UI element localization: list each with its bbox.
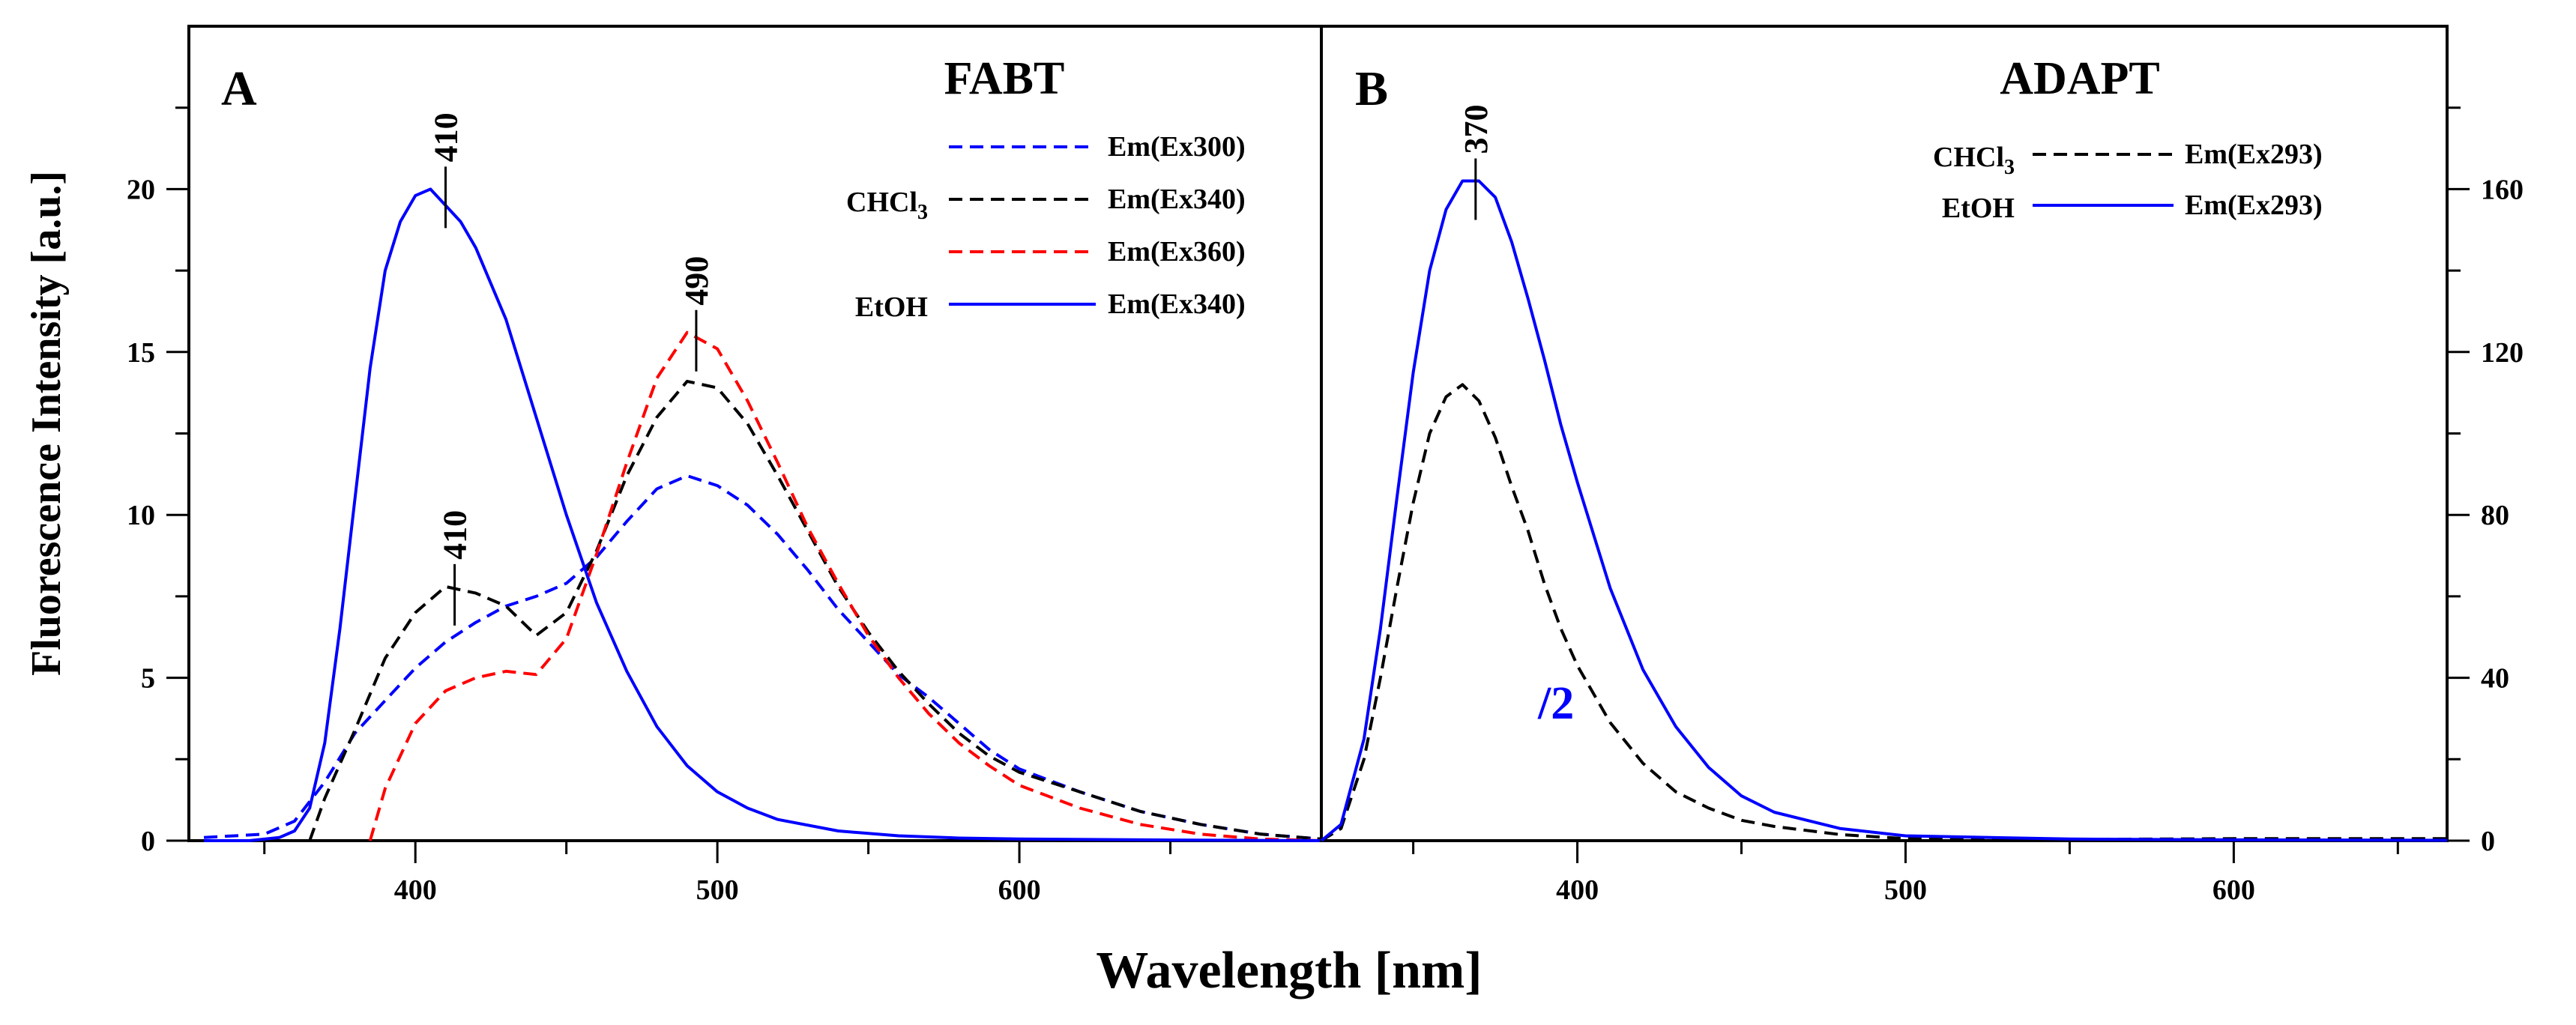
- panel-b-y-tick-label-0: 0: [2481, 826, 2495, 857]
- panel-a-x-tick-label-600: 600: [998, 874, 1041, 906]
- panel-b-legend: Em(Ex293) Em(Ex293) CHCl3 EtOH: [1933, 139, 2323, 224]
- panel-b-scale-annotation: /2: [1537, 678, 1574, 729]
- panel-b-y-tick-label-40: 40: [2481, 663, 2509, 695]
- y-axis-title: Fluorescence Intensity [a.u.]: [23, 171, 70, 676]
- panel-a-letter: A: [221, 61, 257, 116]
- panel-b-peak-label-0: 370: [1458, 105, 1494, 154]
- panel-a-series-em-ex300-dashed-0: [203, 474, 1322, 841]
- panel-a-legend-label-0: Em(Ex300): [1108, 131, 1246, 163]
- panel-a-series-em-ex340-solid-3: [204, 187, 1322, 842]
- panel-b-x-tick-label-600: 600: [2212, 874, 2255, 906]
- panel-b-legend-label-0: Em(Ex293): [2185, 139, 2323, 170]
- panel-a-y-tick-label-5: 5: [141, 663, 155, 695]
- panel-b-legend-label-1: Em(Ex293): [2185, 190, 2323, 221]
- panel-b-series-em-ex293-solid-1: [1320, 179, 2448, 842]
- x-axis-title: Wavelength [nm]: [1096, 942, 1482, 1000]
- panel-b-legend-solvent-chcl3: CHCl3: [1933, 142, 2015, 179]
- panel-a-x-tick-label-500: 500: [696, 874, 739, 906]
- panel-b-x-tick-label-400: 400: [1556, 874, 1599, 906]
- panel-b-legend-solvent-etoh: EtOH: [1942, 193, 2015, 224]
- panel-a-legend-solvent-etoh: EtOH: [855, 291, 928, 323]
- panel-a-y-tick-label-20: 20: [127, 174, 155, 205]
- panel-a-peak-label-1: 410: [437, 510, 474, 560]
- panel-b-letter: B: [1355, 61, 1388, 116]
- panel-a-legend-label-2: Em(Ex360): [1108, 236, 1246, 267]
- panel-a-legend-label-1: Em(Ex340): [1108, 184, 1246, 215]
- panel-b-y-tick-label-80: 80: [2481, 500, 2509, 531]
- panel-b-y-tick-label-160: 160: [2481, 174, 2524, 205]
- panel-a-legend-solvent-chcl3: CHCl3: [846, 187, 928, 224]
- panel-a-y-tick-label-10: 10: [127, 500, 155, 531]
- panel-a-series-em-ex360-dashed-2: [368, 330, 1322, 842]
- panel-a: 400 500 600 0 5 10 15 20 410 410 490 A FABT Em(Ex300)…: [127, 25, 1323, 906]
- panel-a-peak-label-0: 410: [427, 112, 464, 162]
- panel-b-x-tick-label-500: 500: [1884, 874, 1927, 906]
- panel-b-series-em-ex293-dashed-0: [1320, 383, 2447, 842]
- panel-b-title: ADAPT: [2000, 53, 2160, 104]
- panel-a-x-tick-label-400: 400: [394, 874, 437, 906]
- panel-b-y-tick-label-120: 120: [2481, 337, 2524, 369]
- panel-a-peak-label-2: 490: [678, 256, 715, 306]
- panel-a-title: FABT: [944, 53, 1065, 104]
- panel-a-y-tick-label-15: 15: [127, 337, 155, 369]
- panel-a-legend-label-3: Em(Ex340): [1108, 288, 1246, 320]
- panel-a-series-em-ex340-dashed-1: [308, 379, 1322, 841]
- panel-a-y-tick-label-0: 0: [141, 826, 155, 857]
- panel-a-legend: Em(Ex300) Em(Ex340) Em(Ex360) Em(Ex340) CHCl…: [846, 131, 1246, 323]
